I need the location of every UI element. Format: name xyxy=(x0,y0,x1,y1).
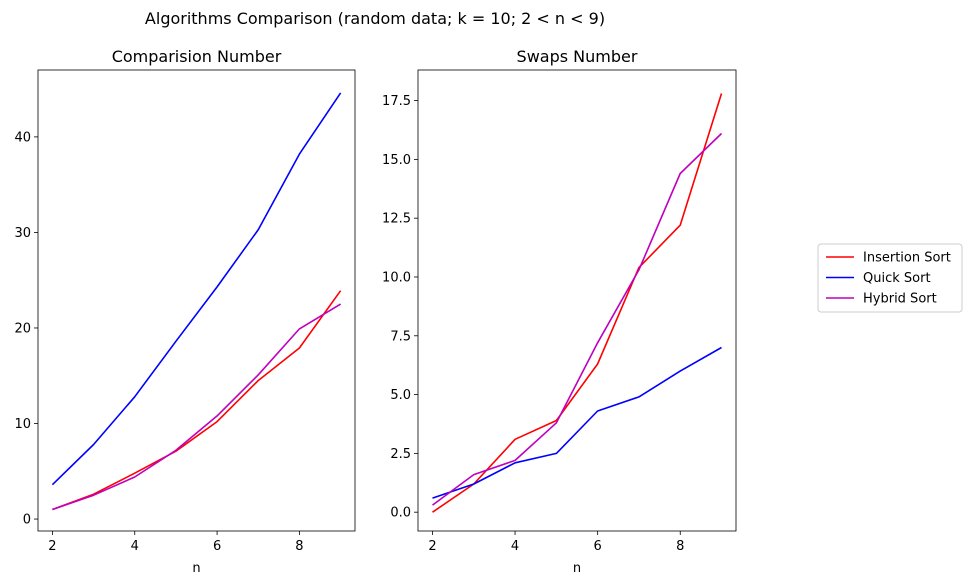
axes-frame xyxy=(37,69,356,532)
y-tick-label: 30 xyxy=(14,226,31,241)
y-tick-label: 12.5 xyxy=(382,212,411,227)
y-tick-label: 15.0 xyxy=(382,153,411,168)
y-tick-label: 20 xyxy=(14,321,31,336)
y-tick-label: 0 xyxy=(23,513,31,528)
x-tick-label: 2 xyxy=(428,539,436,554)
x-tick-label: 2 xyxy=(48,539,56,554)
x-tick-label: 4 xyxy=(511,539,519,554)
figure-title: Algorithms Comparison (random data; k = … xyxy=(145,9,605,28)
x-axis-label: n xyxy=(573,561,581,576)
legend-label-quick-sort: Quick Sort xyxy=(863,271,931,286)
swaps-number-chart: Swaps Number 2 4 6 8 0.0 2.5 5.0 7.5 10.0 12.5 15.0… xyxy=(382,47,737,576)
series-line-hybrid-sort xyxy=(52,303,342,511)
legend-label-hybrid-sort: Hybrid Sort xyxy=(863,292,937,307)
y-tick-label: 17.5 xyxy=(382,94,411,109)
legend: Insertion Sort Quick Sort Hybrid Sort xyxy=(817,243,963,313)
series-line-insertion-sort xyxy=(432,93,723,513)
axes-title: Swaps Number xyxy=(517,47,638,66)
y-tick-label: 2.5 xyxy=(390,447,411,462)
series-line-quick-sort xyxy=(51,92,342,486)
series-line-insertion-sort xyxy=(52,290,342,511)
x-tick-label: 4 xyxy=(131,539,139,554)
legend-label-insertion-sort: Insertion Sort xyxy=(863,251,951,266)
comparison-number-chart: Comparision Number 2 4 6 8 0 10 20 30 40 n xyxy=(14,47,356,576)
y-tick-label: 7.5 xyxy=(390,329,411,344)
axes-frame xyxy=(417,69,737,532)
legend-box xyxy=(817,243,963,313)
x-tick-label: 6 xyxy=(213,539,221,554)
x-axis-label: n xyxy=(192,561,200,576)
y-tick-label: 10 xyxy=(14,417,31,432)
x-tick-label: 8 xyxy=(295,539,303,554)
x-tick-label: 8 xyxy=(676,539,684,554)
y-tick-label: 0.0 xyxy=(390,506,411,521)
x-tick-label: 6 xyxy=(594,539,602,554)
y-tick-label: 10.0 xyxy=(382,270,411,285)
series-line-quick-sort xyxy=(432,346,722,499)
series-line-hybrid-sort xyxy=(432,132,723,506)
axes-title: Comparision Number xyxy=(112,47,282,66)
y-tick-label: 5.0 xyxy=(390,388,411,403)
y-tick-label: 40 xyxy=(14,130,31,145)
